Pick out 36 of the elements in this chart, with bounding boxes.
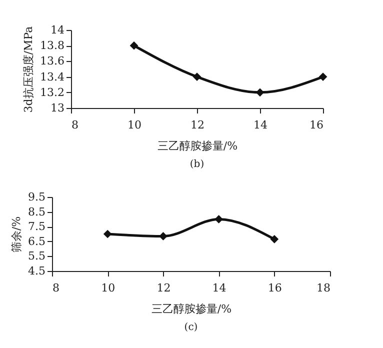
point [192,72,202,81]
point [214,215,223,224]
text: (b) [190,159,204,170]
x-tick-label: 12 [156,282,171,294]
x-axis-title: 三乙醇胺掺量/% [157,140,238,152]
y-axis-title: 3d抗压强度/MPa [22,26,36,113]
y-tick-label: 13.4 [40,70,64,84]
x-tick-label: 16 [310,118,324,132]
x-tick-label: 12 [190,118,204,132]
y-axis-title: 筛余/% [10,216,24,253]
x-tick-label: 16 [268,282,282,294]
y-tick-label: 13.2 [40,86,64,99]
point [130,41,138,50]
x-tick-label: 10 [128,118,142,132]
y-tick-label: 7.5 [28,220,46,234]
x-tick-label: 18 [316,282,330,294]
x-axis-title: 三乙醇胺掺量/% [151,302,232,316]
point [318,72,328,81]
point [103,230,112,238]
y-tick-label: 6.5 [28,234,46,248]
x-tick-label: 14 [212,282,226,294]
point [270,234,279,244]
y-tick-label: 8.5 [28,205,46,218]
y-tick-label: 13.6 [40,54,64,68]
x-tick-label: 8 [52,282,60,294]
y-tick-label: 13.8 [40,39,64,52]
y-tick-label: 5.5 [28,250,46,263]
y-tick-label: 9.5 [28,190,46,204]
x-tick-label: 14 [254,118,268,132]
y-tick-label: 13 [50,102,64,114]
text: (c) [184,322,198,333]
y-tick-label: 4.5 [28,264,46,278]
point [159,232,168,240]
x-tick-label: 10 [101,282,116,294]
x-tick-label: 8 [72,118,78,132]
y-tick-label: 14 [50,24,64,36]
